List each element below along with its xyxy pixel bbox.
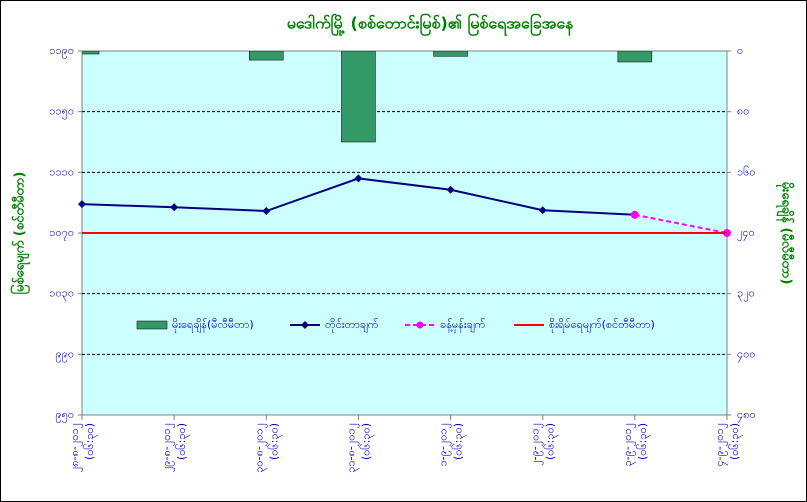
x-tick-label: (၀၆:၃၀) bbox=[359, 423, 374, 460]
bar bbox=[617, 51, 653, 63]
y-tick-label: ၁၀၃၀ bbox=[49, 287, 74, 302]
marker bbox=[78, 200, 86, 209]
marker bbox=[630, 210, 639, 219]
x-tick-label: ၂၉-၈-၂၀၁၂ bbox=[160, 423, 175, 472]
y2-tick-label: ၄၈၀ bbox=[737, 408, 756, 423]
y-tick-label: ၁၁၉၀ bbox=[49, 44, 74, 59]
legend-label: ခန့်မှန်းချက် bbox=[440, 318, 486, 333]
legend-label: စိုးရိမ်ရေမျက်(စင်တီမီတာ) bbox=[549, 318, 655, 333]
y-tick-label: ၉၅၀ bbox=[55, 408, 74, 423]
x-tick-label: ၂၈-၈-၂၀၁၂ bbox=[68, 423, 83, 472]
marker bbox=[446, 185, 455, 194]
x-tick-label: ၂-၉-၂၀၁၂ bbox=[529, 423, 544, 466]
x-tick-label: ၁-၉-၂၀၁၂ bbox=[437, 423, 452, 467]
y2-tick-label: ၄၀၀ bbox=[737, 347, 756, 362]
marker bbox=[354, 174, 363, 183]
y2-tick-label: ၀ bbox=[737, 44, 743, 57]
bar bbox=[82, 51, 100, 55]
legend-label: မိုးရေချိန်(မီလီမီတာ) bbox=[172, 318, 254, 333]
x-tick-label: (၀၆:၃၀) bbox=[452, 423, 467, 460]
x-tick-label: ၃၁-၈-၂၀၁၂ bbox=[344, 423, 359, 473]
y-axis-label: မြစ်ရေမျက် (စင်တီမီတာ) bbox=[10, 172, 31, 295]
marker bbox=[538, 206, 547, 215]
legend-swatch bbox=[136, 320, 168, 330]
y-tick-label: ၁၁၁၀ bbox=[49, 165, 74, 178]
y2-axis-label: မိုးရေချိန် (မီလီမီတာ) bbox=[776, 182, 796, 285]
x-tick-label: (၀၆:၃၀) bbox=[83, 423, 98, 460]
legend-label: တိုင်းတာချက် bbox=[325, 318, 379, 333]
y-tick-label: ၁၁၅၀ bbox=[49, 105, 74, 120]
marker bbox=[262, 207, 271, 216]
marker bbox=[170, 203, 179, 212]
y2-tick-label: ၁၆၀ bbox=[737, 165, 756, 178]
x-tick-label: (၀၆:၃၀) bbox=[544, 423, 559, 460]
x-tick-label: (၀၆:၃၀) bbox=[175, 423, 190, 460]
legend-marker bbox=[301, 321, 309, 329]
x-tick-label: ၃၀-၈-၂၀၁၂ bbox=[252, 423, 267, 473]
x-tick-label: ၄-၉-၂၀၁၂ bbox=[713, 423, 728, 467]
bar bbox=[249, 51, 284, 61]
bars bbox=[82, 51, 653, 143]
y2-tick-label: ၂၄၀ bbox=[737, 226, 755, 241]
bar bbox=[341, 51, 376, 143]
x-tick-label: (၀၆:၃၀) bbox=[267, 423, 282, 460]
legend-marker bbox=[416, 321, 424, 329]
y2-tick-label: ၃၂၀ bbox=[737, 287, 755, 302]
y2-tick-label: ၈၀ bbox=[737, 105, 749, 118]
y-tick-label: ၁၀၇၀ bbox=[49, 226, 74, 241]
bar bbox=[433, 51, 468, 57]
x-tick-label: ၃-၉-၂၀၁၂ bbox=[621, 423, 636, 467]
x-tick-label: (၀၆:၃၀) bbox=[636, 423, 651, 460]
x-tick-label: (၀၆:၃၀) bbox=[728, 423, 743, 460]
y-tick-label: ၉၉၀ bbox=[55, 347, 74, 362]
